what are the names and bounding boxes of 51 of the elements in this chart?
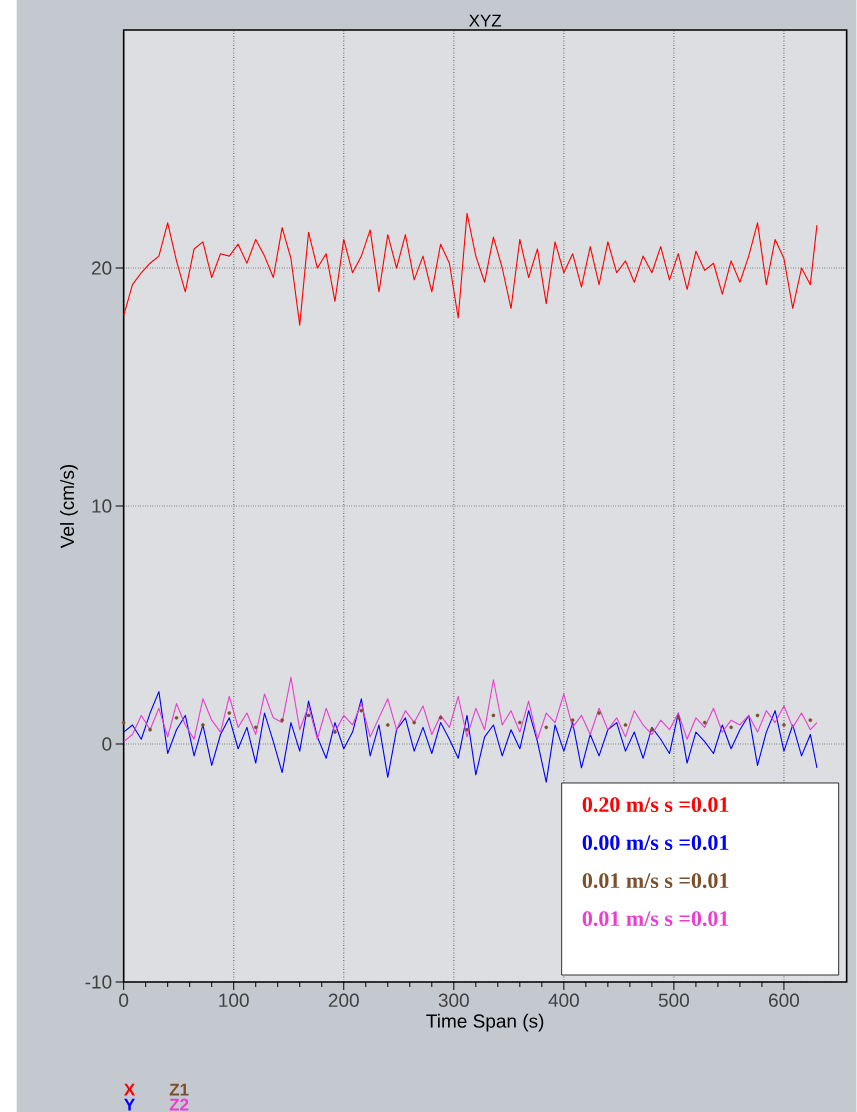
text: Z1 xyxy=(169,1083,189,1096)
point xyxy=(650,727,654,732)
point xyxy=(676,716,681,720)
point xyxy=(412,720,417,725)
x-axis-title: Time Span (s) xyxy=(426,1013,544,1032)
point xyxy=(201,723,205,727)
x-tick-label: 400 xyxy=(548,993,580,1007)
point xyxy=(571,718,575,722)
point xyxy=(755,713,760,718)
annotation: 0.01 m/s s =0.01 xyxy=(582,873,729,889)
point xyxy=(227,711,232,715)
x-tick-label: 0 xyxy=(119,993,129,1007)
point xyxy=(623,723,628,727)
point xyxy=(729,725,734,730)
point xyxy=(174,716,179,720)
y-tick-label: 10 xyxy=(92,499,112,513)
x-tick-label: 200 xyxy=(329,993,360,1007)
point xyxy=(703,720,707,725)
point xyxy=(465,727,469,732)
annotation: 0.00 m/s s =0.01 xyxy=(582,835,729,851)
x-tick-label: 500 xyxy=(658,993,690,1007)
point xyxy=(544,725,549,730)
annotation: 0.20 m/s s =0.01 xyxy=(582,797,729,813)
point xyxy=(254,725,258,730)
y-tick-label: 0 xyxy=(102,737,112,751)
point xyxy=(597,711,602,715)
x-tick-label: 100 xyxy=(219,993,249,1007)
text: Y xyxy=(124,1098,136,1111)
point xyxy=(386,723,390,727)
y-tick-label: 20 xyxy=(92,261,112,275)
text: Z2 xyxy=(169,1098,189,1111)
point xyxy=(122,720,126,725)
point xyxy=(438,716,443,720)
annotation: 0.01 m/s s =0.01 xyxy=(582,911,729,927)
point xyxy=(333,730,337,734)
point xyxy=(359,708,364,713)
point xyxy=(782,723,786,727)
point xyxy=(808,718,813,722)
x-tick-label: 300 xyxy=(438,993,470,1007)
point xyxy=(148,727,153,732)
point xyxy=(280,718,285,722)
point xyxy=(491,713,496,718)
x-tick-label: 600 xyxy=(769,993,800,1007)
line-series xyxy=(123,212,818,326)
line-series xyxy=(123,691,818,783)
y-axis-title: Vel (cm/s) xyxy=(60,464,78,549)
point xyxy=(518,720,522,725)
chart-title: XYZ xyxy=(469,14,502,27)
y-tick-label: -10 xyxy=(85,975,112,989)
text: X xyxy=(124,1083,136,1096)
point xyxy=(306,713,311,718)
